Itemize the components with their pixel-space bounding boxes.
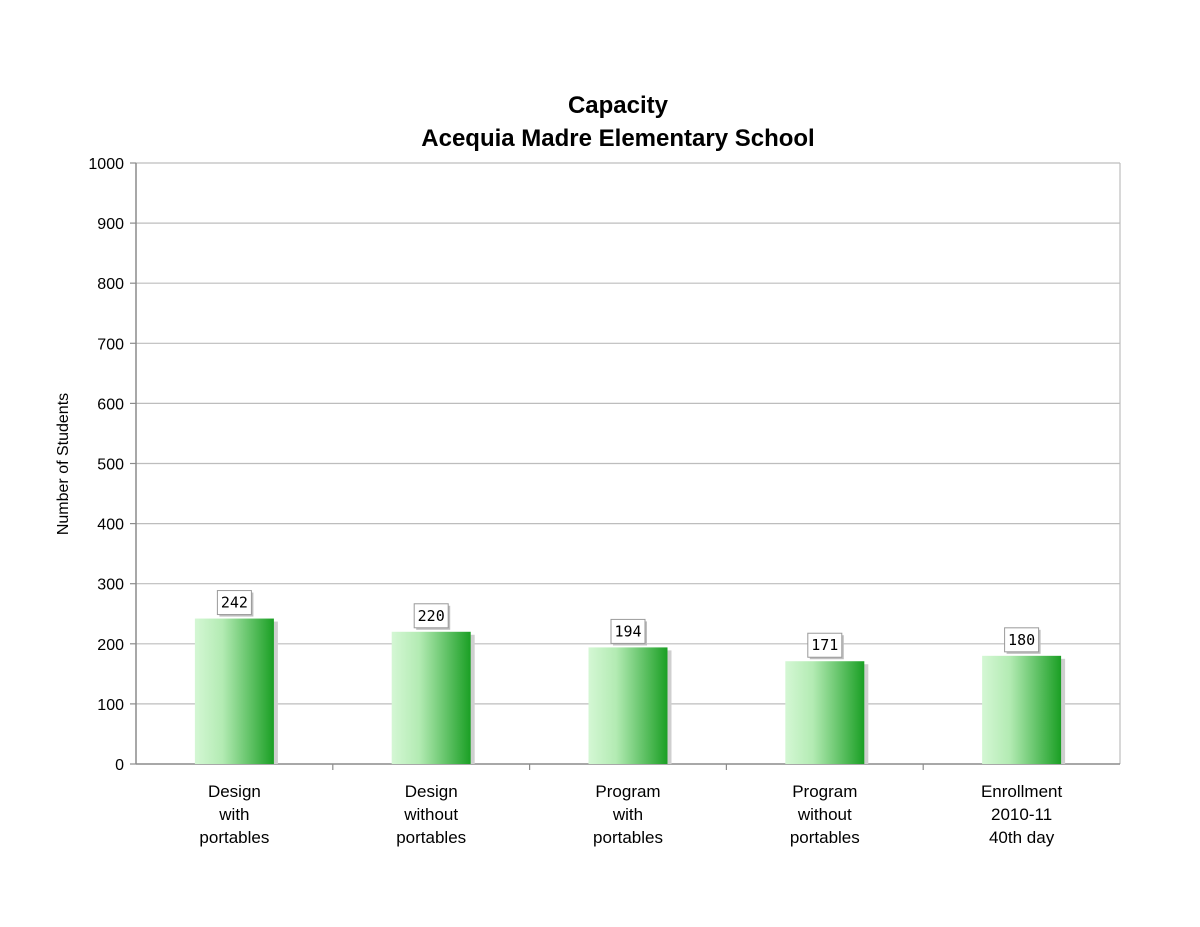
y-tick-label: 700 <box>97 336 124 353</box>
y-tick-label: 1000 <box>88 156 124 173</box>
x-category-label: portables <box>790 828 860 847</box>
gridlines <box>136 162 1120 705</box>
x-category-label: with <box>218 805 249 824</box>
y-tick-label: 600 <box>97 396 124 413</box>
data-label-box <box>1004 627 1040 653</box>
x-category-label: Design <box>405 782 458 801</box>
y-tick-label: 0 <box>115 757 124 774</box>
x-category-label: without <box>797 805 852 824</box>
chart-title-line: Capacity <box>568 92 669 119</box>
x-category-label: Design <box>208 782 261 801</box>
y-tick-label: 500 <box>97 457 124 474</box>
data-label-box <box>610 618 646 644</box>
data-label: 180 <box>1008 631 1035 649</box>
bars <box>194 618 1066 764</box>
y-tick-label: 800 <box>97 276 124 293</box>
y-tick-label: 400 <box>97 517 124 534</box>
x-category-label: Enrollment <box>981 782 1063 801</box>
chart-title: Capacity Acequia Madre Elementary School <box>421 92 814 152</box>
data-label-box <box>413 603 449 629</box>
bar <box>982 655 1062 764</box>
data-label: 242 <box>221 594 248 612</box>
x-category-label: portables <box>396 828 466 847</box>
bar <box>785 661 865 764</box>
y-tick-label: 200 <box>97 637 124 654</box>
x-category-label: with <box>612 805 643 824</box>
bar <box>391 631 471 764</box>
data-label: 171 <box>811 636 838 654</box>
data-label: 194 <box>614 622 641 640</box>
x-category-label: Program <box>595 782 660 801</box>
data-label-box <box>216 590 252 616</box>
data-label: 220 <box>418 607 445 625</box>
bar <box>194 618 274 764</box>
x-category-label: without <box>403 805 458 824</box>
x-category-label: Program <box>792 782 857 801</box>
x-category-label: portables <box>199 828 269 847</box>
x-category-label: 40th day <box>989 828 1055 847</box>
x-category-label: 2010-11 <box>991 805 1052 824</box>
bar <box>588 647 668 764</box>
y-axis-title: Number of Students <box>55 393 72 535</box>
y-axis-label: Number of Students <box>55 393 72 535</box>
chart-title-line: Acequia Madre Elementary School <box>421 125 814 152</box>
x-axis-categories: Design with portables Design without portable… <box>199 782 1062 847</box>
y-tick-label: 100 <box>97 697 124 714</box>
data-label-box <box>807 632 843 658</box>
y-axis-ticks: 0 100 200 300 400 500 600 700 800 900 1000 <box>88 156 136 774</box>
x-category-label: portables <box>593 828 663 847</box>
y-tick-label: 900 <box>97 216 124 233</box>
data-labels: 242 220 194 171 180 <box>216 590 1041 660</box>
y-tick-label: 300 <box>97 577 124 594</box>
